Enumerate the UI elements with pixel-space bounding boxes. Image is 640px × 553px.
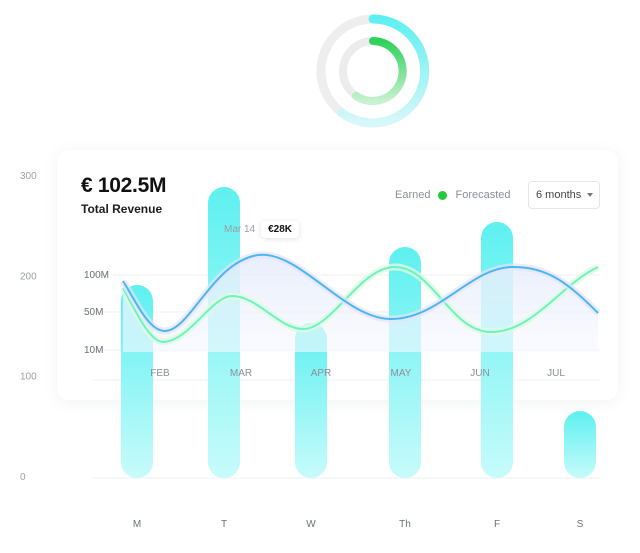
tooltip-value: €28K: [261, 220, 300, 238]
bar-y-tick: 200: [20, 271, 37, 282]
inner-ring-progress: [352, 37, 407, 105]
range-select-value: 6 months: [536, 189, 582, 201]
line-y-tick: 10M: [84, 345, 103, 356]
earned-line: [122, 253, 599, 333]
bar-x-label: F: [494, 519, 500, 530]
bar-x-label: Th: [399, 519, 411, 530]
tooltip-date: Mar 14: [224, 223, 256, 235]
bar-x-label: S: [577, 519, 584, 530]
line-x-tick: FEB: [150, 368, 170, 379]
line-x-tick: JUN: [470, 368, 489, 379]
outer-ring-progress: [337, 14, 430, 128]
forecasted-line: [122, 265, 599, 344]
bar-x-label: T: [221, 519, 227, 530]
bar-y-tick: 300: [20, 171, 37, 182]
legend-earned: Earned: [395, 189, 431, 201]
bar-x-label: W: [306, 519, 316, 530]
chart-tooltip: Mar 14 €28K: [224, 218, 300, 240]
bar-y-tick: 100: [20, 372, 37, 383]
revenue-subtitle: Total Revenue: [81, 202, 163, 216]
line-x-tick: JUL: [547, 368, 565, 379]
legend-forecasted: Forecasted: [455, 189, 511, 201]
revenue-amount: € 102.5M: [81, 174, 167, 197]
line-x-tick: APR: [311, 368, 332, 379]
line-x-tick: MAY: [391, 368, 412, 379]
bar-y-tick: 0: [20, 472, 26, 483]
chart-legend: Earned Forecasted: [395, 189, 511, 201]
bar-x-label: M: [133, 519, 141, 530]
line-y-tick: 100M: [84, 270, 109, 281]
legend-forecasted-dot: [438, 190, 448, 200]
bar: [389, 247, 421, 478]
line-x-tick: MAR: [230, 368, 252, 379]
range-select[interactable]: 6 months: [528, 181, 600, 209]
bar: [564, 411, 596, 478]
chevron-down-icon: [587, 193, 593, 197]
rings-graphic: [316, 14, 430, 128]
bar: [295, 323, 327, 478]
line-y-tick: 50M: [84, 307, 103, 318]
